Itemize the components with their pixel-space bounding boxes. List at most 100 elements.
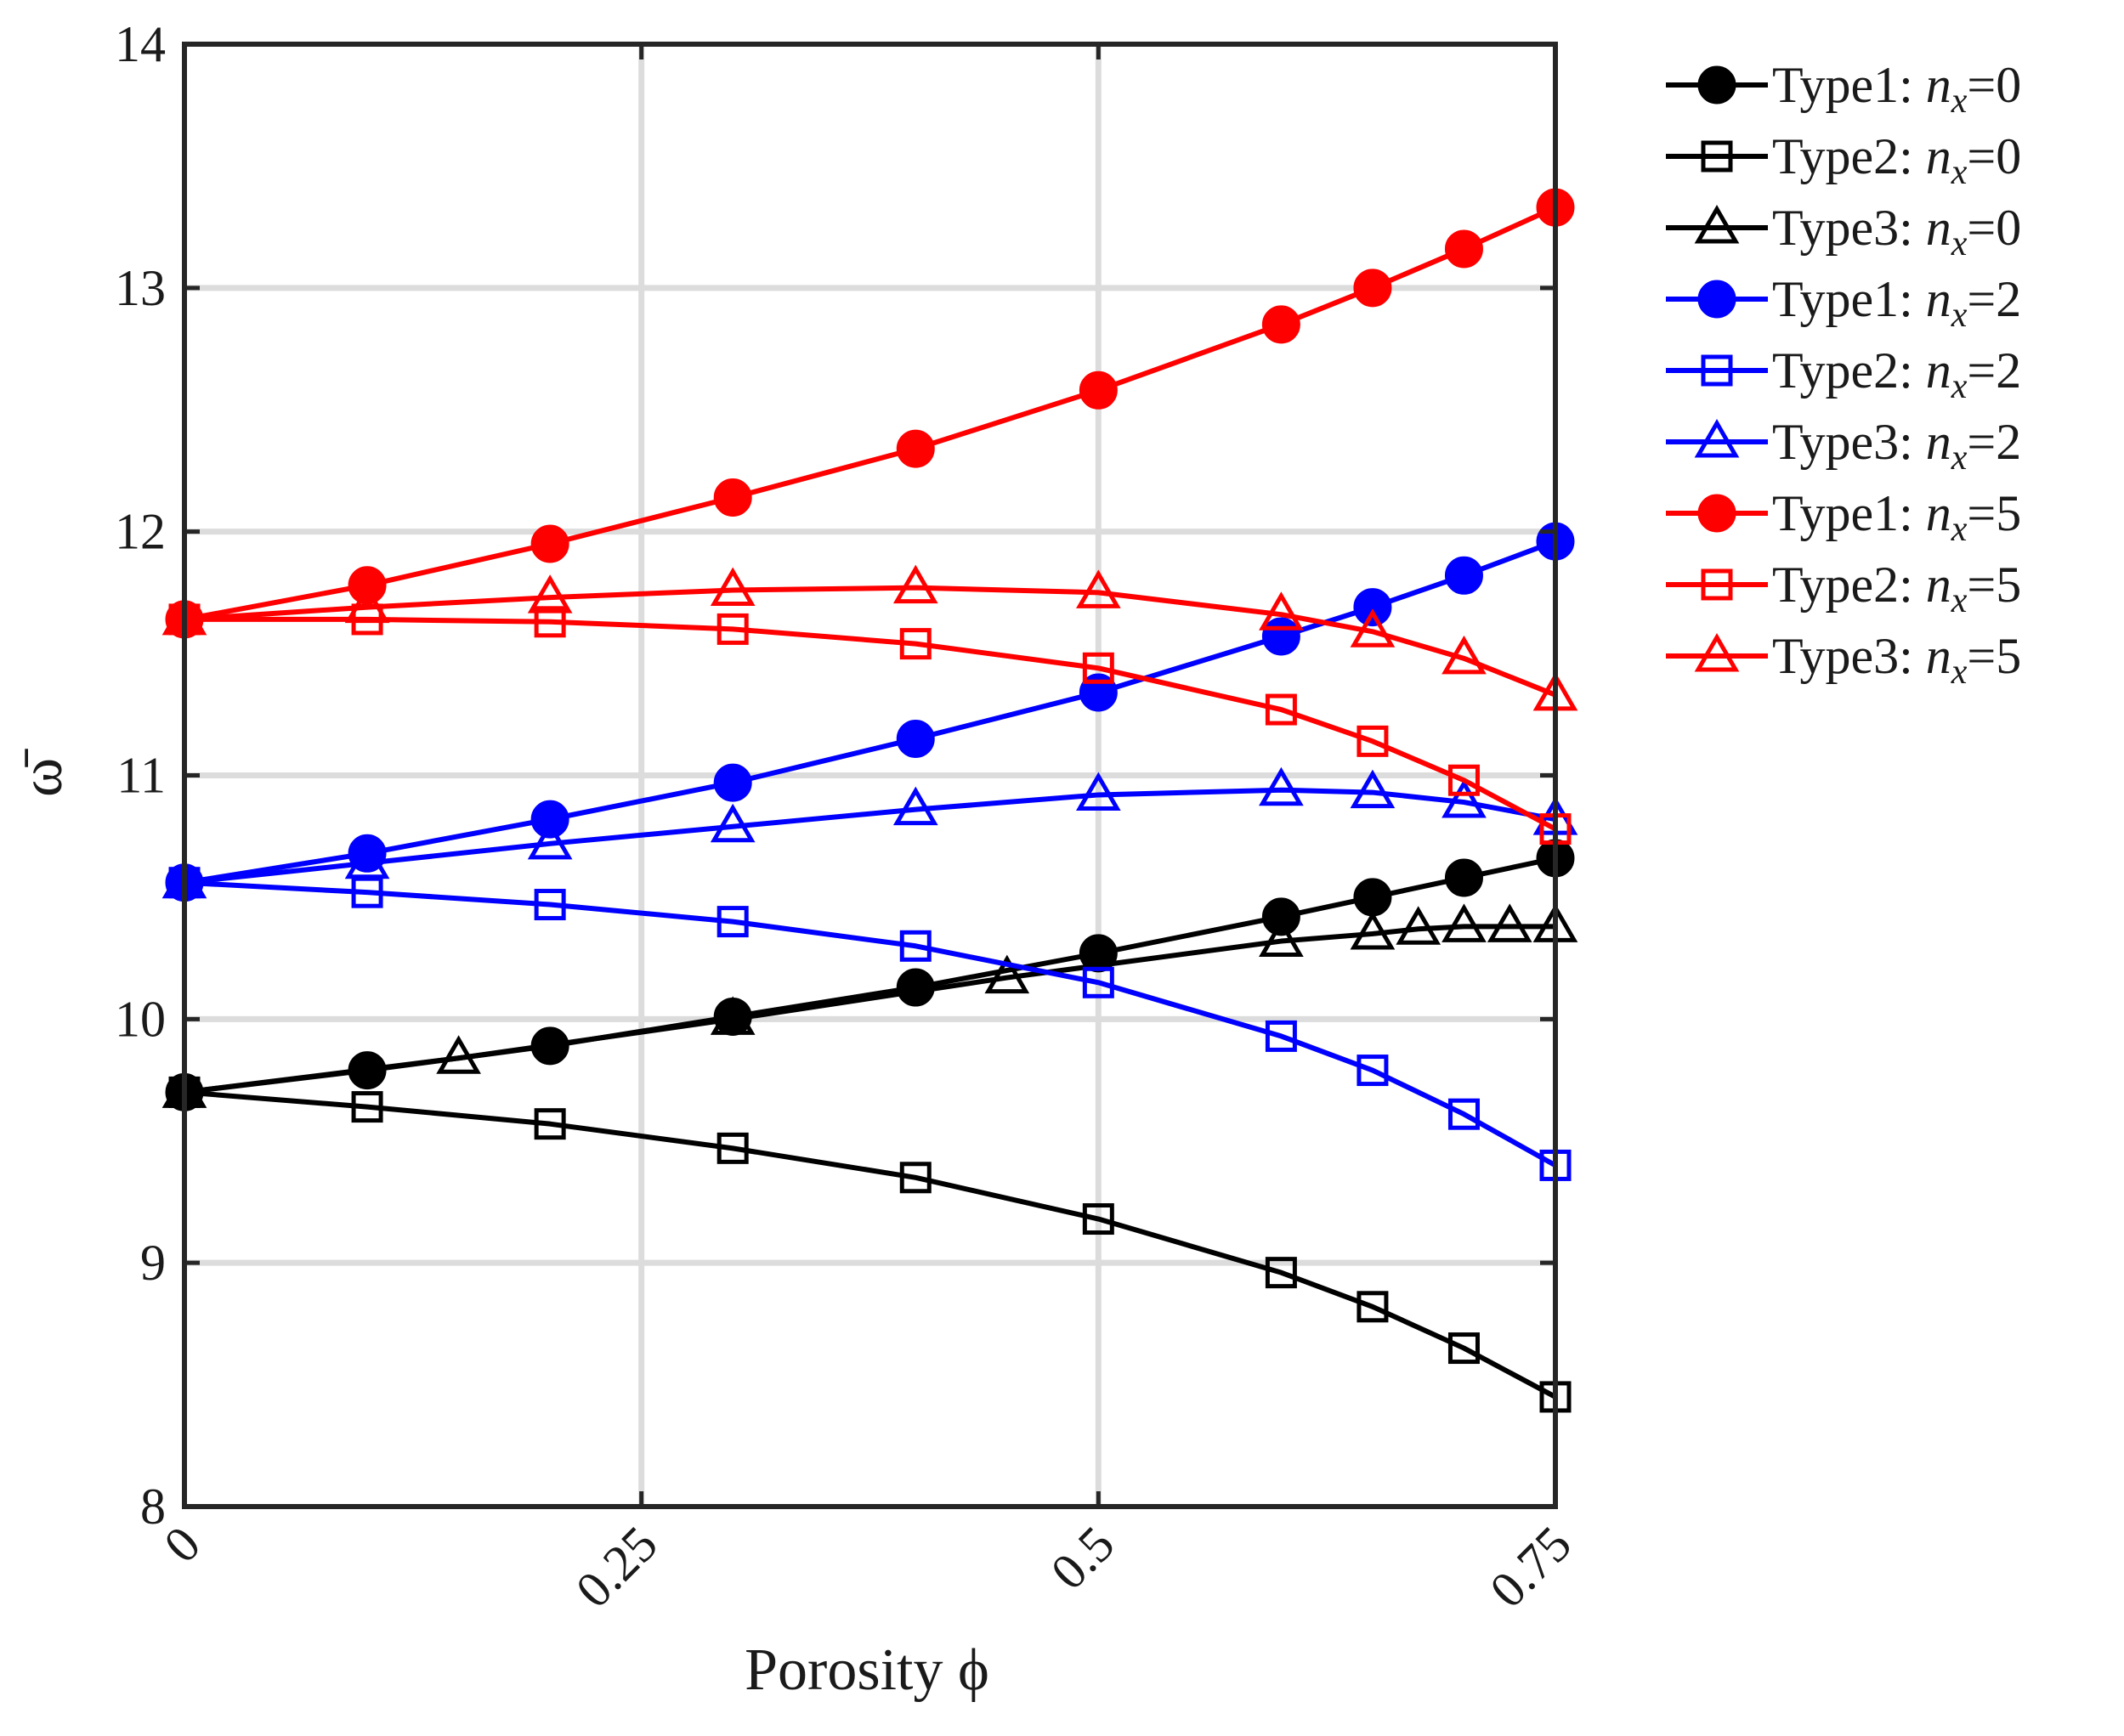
data-point xyxy=(534,606,566,638)
data-point xyxy=(1259,766,1304,806)
data-point xyxy=(899,628,932,660)
legend-entry: Type2: nx=2 xyxy=(1666,342,2021,406)
series-4 xyxy=(165,522,1575,902)
legend-label: Type2: nx=5 xyxy=(1772,557,2021,620)
data-point xyxy=(1261,897,1300,936)
data-point xyxy=(1079,370,1118,410)
data-point xyxy=(899,930,932,962)
series-5 xyxy=(168,867,1572,1181)
y-tick-label: 12 xyxy=(115,504,166,560)
series-line xyxy=(184,1089,1557,1400)
legend-label: Type1: nx=0 xyxy=(1772,57,2021,121)
data-point xyxy=(1357,1055,1389,1087)
data-point xyxy=(1265,1257,1297,1289)
data-point xyxy=(896,719,935,758)
data-point xyxy=(1082,652,1114,684)
series-line xyxy=(184,539,1557,885)
legend-entry: Type3: nx=2 xyxy=(1666,414,2021,478)
legend-marker xyxy=(1701,568,1733,601)
legend-marker xyxy=(1697,65,1736,105)
legend-label: Type1: nx=5 xyxy=(1772,485,2021,549)
series-9 xyxy=(161,564,1578,711)
data-point xyxy=(1353,878,1392,917)
data-point xyxy=(1265,693,1297,726)
data-point xyxy=(1487,903,1532,942)
data-point xyxy=(527,820,573,860)
data-point xyxy=(534,889,566,921)
data-point xyxy=(1353,588,1392,627)
data-point xyxy=(1075,569,1121,608)
x-tick-label: 0.5 xyxy=(1040,1516,1125,1601)
legend-entry: Type3: nx=5 xyxy=(1666,628,2021,692)
data-point xyxy=(710,996,756,1035)
data-point xyxy=(1444,229,1483,269)
data-point xyxy=(530,800,569,839)
data-point xyxy=(1447,764,1480,796)
data-point xyxy=(1350,769,1396,809)
data-point xyxy=(1353,269,1392,308)
legend-label: Type3: nx=5 xyxy=(1772,628,2021,692)
data-point xyxy=(1444,556,1483,595)
series-7 xyxy=(165,188,1575,639)
data-point xyxy=(1357,1291,1389,1323)
data-point xyxy=(1261,305,1300,344)
data-point xyxy=(1350,910,1396,950)
series-line xyxy=(184,585,1557,698)
series-2 xyxy=(168,1076,1572,1413)
data-point xyxy=(1447,1098,1480,1130)
series-line xyxy=(184,924,1555,1095)
x-tick-label: 0.75 xyxy=(1479,1516,1582,1619)
y-tick-label: 14 xyxy=(115,16,166,72)
series-8 xyxy=(168,603,1572,845)
data-point xyxy=(896,429,935,468)
data-point xyxy=(716,906,749,938)
legend-marker xyxy=(1697,280,1736,319)
data-point xyxy=(1441,779,1487,818)
data-point xyxy=(1441,903,1487,942)
data-point xyxy=(713,478,752,517)
data-point xyxy=(1261,617,1300,656)
legend-label: Type3: nx=0 xyxy=(1772,200,2021,263)
data-point xyxy=(716,613,749,645)
data-point xyxy=(892,564,938,604)
legend-marker xyxy=(1694,205,1740,244)
series-layer xyxy=(161,188,1578,1413)
x-tick-label: 0.25 xyxy=(565,1516,668,1619)
data-point xyxy=(892,786,938,826)
data-point xyxy=(1259,918,1304,958)
data-point xyxy=(710,803,756,843)
y-axis-title: ω̄ xyxy=(9,749,75,797)
legend-label: Type2: nx=2 xyxy=(1772,342,2021,406)
y-tick-label: 8 xyxy=(140,1479,166,1535)
data-point xyxy=(527,574,573,614)
data-point xyxy=(1441,635,1487,675)
x-axis-title: Porosity ϕ xyxy=(745,1637,989,1703)
x-tick-label: 0 xyxy=(153,1516,211,1574)
legend-marker xyxy=(1694,633,1740,672)
data-point xyxy=(710,567,756,607)
data-point xyxy=(1396,906,1441,945)
data-point xyxy=(1265,1020,1297,1052)
legend-entry: Type3: nx=0 xyxy=(1666,200,2021,263)
legend-marker xyxy=(1701,140,1733,172)
y-tick-label: 9 xyxy=(140,1235,166,1291)
data-point xyxy=(344,840,390,879)
data-point xyxy=(1447,1332,1480,1365)
data-point xyxy=(984,954,1030,994)
data-point xyxy=(1079,673,1118,712)
data-point xyxy=(716,1132,749,1164)
series-line xyxy=(184,787,1556,885)
data-point xyxy=(713,763,752,802)
series-6 xyxy=(161,766,1578,899)
data-point xyxy=(1082,1203,1114,1236)
data-point xyxy=(1444,858,1483,897)
data-point xyxy=(899,1162,932,1194)
data-point xyxy=(1350,608,1396,647)
legend-marker xyxy=(1701,354,1733,387)
legend-entry: Type1: nx=0 xyxy=(1666,57,2021,121)
y-tick-label: 10 xyxy=(115,991,166,1047)
legend-entry: Type1: nx=2 xyxy=(1666,271,2021,335)
series-line xyxy=(184,205,1557,622)
data-point xyxy=(1075,772,1121,811)
